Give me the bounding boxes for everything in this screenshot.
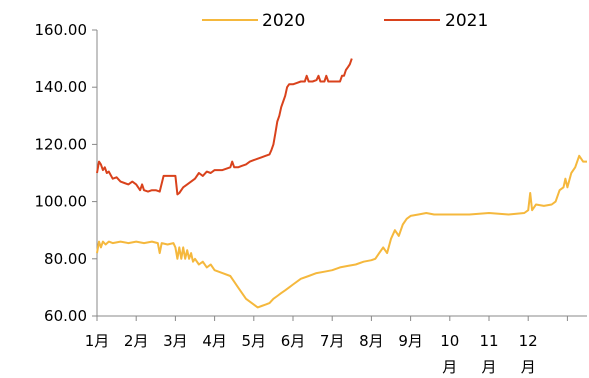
- y-tick-label: 160.00: [35, 21, 88, 39]
- x-tick-label: 8月: [359, 332, 384, 350]
- x-tick-label: 7月: [320, 332, 345, 350]
- x-tick-label: 1月: [85, 332, 110, 350]
- y-tick-label: 80.00: [44, 250, 87, 268]
- x-tick-label: 11 月: [479, 332, 498, 376]
- legend-label-2020: 2020: [262, 11, 305, 31]
- plot-series: [96, 58, 587, 309]
- series-line-2021: [96, 58, 353, 196]
- legend: 2020 2021: [202, 11, 488, 31]
- x-tick-label: 4月: [202, 332, 227, 350]
- legend-label-2021: 2021: [445, 11, 488, 31]
- x-tick-label: 12 月: [519, 332, 538, 376]
- y-tick-label: 100.00: [35, 193, 88, 211]
- x-tick-label: 10 月: [440, 332, 459, 376]
- y-axis: 60.00 80.00 100.00 120.00 140.00 160.00: [35, 21, 98, 325]
- x-tick-label: 6月: [281, 332, 306, 350]
- x-tick-label: 5月: [242, 332, 267, 350]
- x-tick-label: 3月: [163, 332, 188, 350]
- x-tick-label: 9月: [398, 332, 423, 350]
- y-tick-label: 140.00: [35, 78, 88, 96]
- y-tick-label: 120.00: [35, 135, 88, 153]
- y-tick-label: 60.00: [44, 307, 87, 325]
- x-axis: 1月 2月 3月 4月 5月 6月 7月 8月 9月 10 月 11 月 12 月: [85, 315, 587, 376]
- series-line-2020: [96, 154, 587, 309]
- x-tick-label: 2月: [124, 332, 149, 350]
